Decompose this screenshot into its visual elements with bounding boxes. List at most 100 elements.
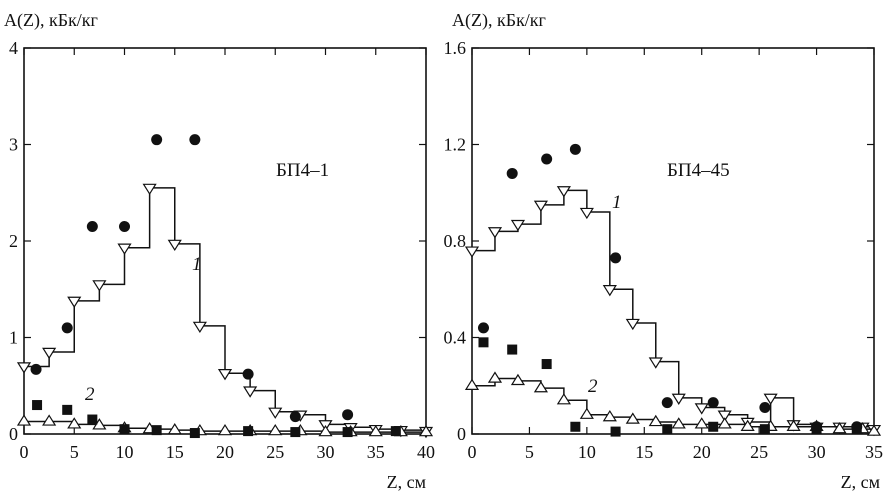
data-point-triangle-down — [625, 318, 640, 331]
y-tick-label: 1.2 — [444, 135, 467, 155]
data-point-square — [662, 424, 673, 435]
data-point-square — [243, 426, 254, 437]
data-point-square — [390, 426, 401, 437]
data-point-square — [342, 427, 353, 438]
plot-frame — [471, 47, 875, 435]
data-point-triangle-down — [16, 362, 32, 374]
data-point-triangle-down — [510, 219, 526, 232]
data-point-triangle-up — [67, 417, 82, 429]
data-point-triangle-up — [625, 412, 640, 424]
y-tick-label: 1 — [9, 328, 18, 348]
data-point-triangle-down — [487, 227, 503, 239]
data-point-triangle-down — [464, 246, 480, 258]
data-point-triangle-down — [142, 183, 157, 196]
x-tick-label: 0 — [468, 442, 477, 462]
data-point-triangle-up — [866, 424, 882, 436]
data-point-triangle-down — [42, 347, 57, 360]
data-point-triangle-down — [602, 285, 617, 297]
data-point-square — [708, 421, 719, 432]
data-point-triangle-up — [717, 417, 732, 429]
data-point-triangle-up — [579, 407, 594, 419]
data-point-triangle-up — [694, 417, 709, 429]
data-point-triangle-down — [217, 369, 233, 381]
x-tick-label: 35 — [865, 442, 883, 462]
data-point-triangle-down — [694, 403, 709, 415]
data-point-triangle-down — [717, 410, 732, 422]
data-point-triangle-up — [786, 419, 801, 431]
data-point-square — [478, 337, 489, 348]
data-point-circle — [30, 363, 42, 375]
data-point-square — [851, 424, 862, 435]
x-tick-label: 35 — [367, 442, 385, 462]
chart-panel-left: 0 5 10 15 20 25 30 35 40 0 1 2 3 4 A(Z), кБк/кг Z, см БП… — [4, 10, 435, 492]
data-point-circle — [342, 409, 354, 421]
data-point-triangle-up — [318, 424, 333, 437]
data-point-square — [610, 426, 621, 437]
x-tick-label: 5 — [525, 442, 534, 462]
data-point-circle — [759, 401, 771, 413]
data-point-square — [507, 344, 518, 355]
data-point-square — [119, 424, 130, 435]
x-tick-label: 15 — [635, 442, 653, 462]
data-point-triangle-down — [268, 407, 283, 419]
data-point-square — [290, 427, 301, 438]
data-point-triangle-up — [648, 414, 663, 427]
data-point-square — [87, 414, 98, 425]
x-tick-label: 30 — [317, 442, 335, 462]
data-point-circle — [289, 411, 301, 423]
data-point-triangle-down — [92, 280, 107, 292]
data-point-triangle-up — [217, 423, 233, 436]
data-point-circle — [61, 322, 73, 334]
chart-panel-right: 0 5 10 15 20 25 30 35 0 0.4 0.8 1.2 1.6 A(Z), кБк/кг Z… — [444, 10, 884, 492]
y-tick-label: 1.6 — [444, 38, 467, 58]
data-point-triangle-up — [418, 424, 434, 437]
data-point-triangle-down — [67, 296, 82, 308]
data-point-circle — [189, 134, 201, 146]
x-axis-title: Z, см — [387, 472, 426, 492]
data-point-circle — [541, 153, 553, 165]
y-tick-label: 4 — [9, 38, 18, 58]
x-tick-label: 20 — [216, 442, 234, 462]
data-point-triangle-up — [556, 393, 571, 405]
data-point-square — [811, 424, 822, 435]
x-tick-label: 10 — [116, 442, 134, 462]
data-point-triangle-up — [533, 381, 548, 393]
data-point-triangle-up — [167, 423, 182, 435]
data-point-circle — [86, 221, 98, 233]
x-tick-label: 5 — [70, 442, 79, 462]
data-point-triangle-down — [243, 386, 258, 398]
curve-label-2: 2 — [588, 376, 598, 397]
data-point-circle — [506, 167, 518, 179]
y-axis-title: A(Z), кБк/кг — [4, 10, 98, 31]
data-point-triangle-up — [510, 373, 526, 386]
data-point-circle — [569, 143, 581, 155]
data-point-triangle-up — [487, 371, 503, 383]
data-point-circle — [707, 397, 719, 409]
data-point-square — [32, 400, 43, 411]
y-tick-label: 0 — [457, 424, 466, 444]
data-point-triangle-down — [579, 207, 594, 220]
data-point-triangle-down — [556, 186, 571, 198]
curve-label-2: 2 — [85, 384, 95, 405]
data-point-circle — [151, 134, 163, 146]
data-point-triangle-up — [268, 423, 283, 436]
y-tick-label: 0 — [9, 424, 18, 444]
y-tick-label: 3 — [9, 135, 18, 155]
data-point-triangle-up — [740, 419, 755, 431]
data-point-circle — [610, 252, 622, 264]
series-step-line — [472, 189, 875, 430]
data-point-square — [189, 428, 200, 439]
data-point-triangle-down — [117, 243, 132, 255]
data-point-triangle-down — [533, 200, 548, 212]
data-point-triangle-up — [671, 417, 686, 429]
data-point-triangle-up — [42, 414, 57, 426]
y-tick-label: 0.8 — [444, 231, 467, 251]
y-axis-title: A(Z), кБк/кг — [452, 10, 546, 31]
data-point-triangle-down — [167, 239, 182, 252]
curve-label-1: 1 — [612, 192, 622, 213]
data-point-triangle-up — [464, 378, 480, 390]
y-tick-label: 2 — [9, 231, 18, 251]
x-tick-label: 25 — [750, 442, 768, 462]
x-axis-title: Z, см — [841, 472, 880, 492]
